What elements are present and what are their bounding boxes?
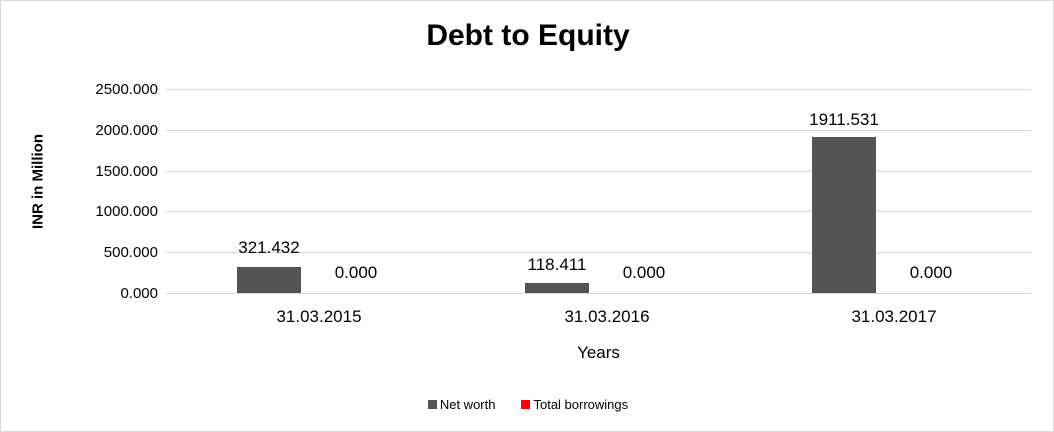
gridline (166, 170, 1031, 172)
y-tick-label: 1500.000 (95, 162, 158, 180)
data-label-net-worth-2017: 1911.531 (809, 110, 879, 129)
chart-legend: Net worth Total borrowings (1, 397, 1053, 412)
bar-net-worth-2015[interactable] (237, 266, 301, 293)
gridline (166, 211, 1031, 213)
data-label-net-worth-2015: 321.432 (238, 238, 300, 257)
gridline (166, 129, 1031, 131)
gridline (166, 293, 1031, 294)
y-tick-label: 500.000 (103, 244, 158, 262)
legend-item-net-worth[interactable]: Net worth (427, 397, 496, 412)
y-tick-label: 0.000 (120, 285, 158, 302)
x-axis-tick-labels: 31.03.2015 31.03.2016 31.03.2017 (166, 307, 1031, 331)
data-label-total-borrowings-2017: 0.000 (909, 263, 953, 282)
y-axis-tick-labels: 2500.000 2000.000 1500.000 1000.000 500.… (36, 82, 158, 301)
data-label-net-worth-2016: 118.411 (527, 255, 587, 274)
y-tick-label: 2500.000 (95, 81, 158, 98)
gridline (166, 252, 1031, 254)
data-label-total-borrowings-2016: 0.000 (622, 263, 666, 282)
plot-area: 321.432 0.000 118.411 0.000 1911.531 0.0… (166, 89, 1031, 294)
y-tick-label: 1000.000 (95, 203, 158, 221)
legend-label-net-worth: Net worth (439, 397, 496, 412)
legend-swatch-icon (427, 400, 437, 409)
x-tick-label-2017: 31.03.2017 (851, 307, 937, 326)
x-tick-label-2015: 31.03.2015 (276, 307, 362, 326)
legend-item-total-borrowings[interactable]: Total borrowings (521, 397, 628, 412)
bar-net-worth-2016[interactable] (525, 283, 589, 293)
legend-label-total-borrowings: Total borrowings (533, 397, 629, 412)
legend-swatch-icon (521, 400, 531, 409)
y-tick-label: 2000.000 (95, 121, 158, 139)
chart-title: Debt to Equity (426, 19, 630, 52)
x-tick-label-2016: 31.03.2016 (564, 307, 650, 326)
x-axis-title: Years (577, 343, 620, 362)
bar-net-worth-2017[interactable] (812, 137, 876, 293)
gridline (166, 89, 1031, 90)
data-label-total-borrowings-2015: 0.000 (334, 263, 378, 282)
